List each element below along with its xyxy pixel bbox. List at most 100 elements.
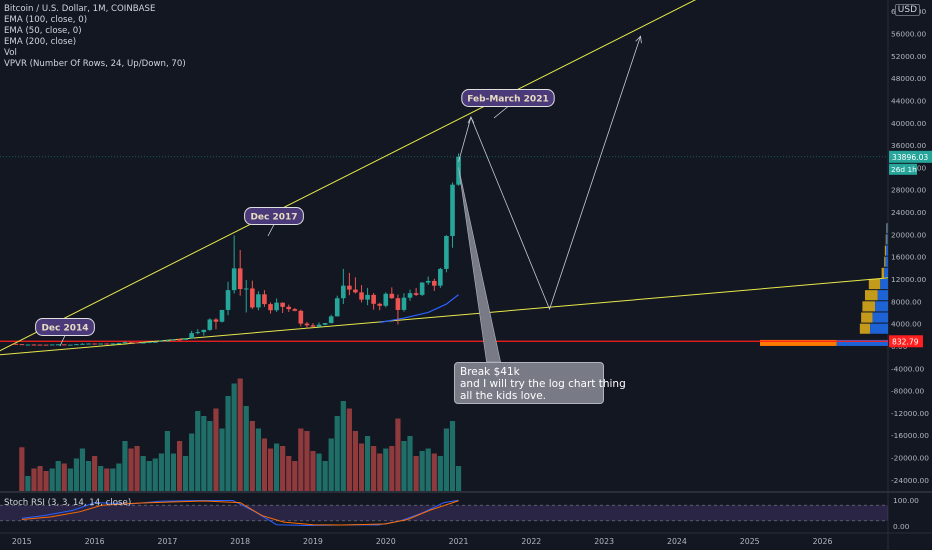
volume-bars — [19, 378, 462, 491]
candle — [213, 318, 219, 330]
vpvr-row-up — [864, 290, 878, 301]
candle-body — [122, 342, 128, 344]
volume-bar — [334, 416, 340, 491]
vpvr-row-up — [885, 234, 887, 245]
candle — [341, 268, 346, 305]
candle-body — [334, 298, 340, 317]
volume-bar — [152, 458, 158, 491]
candle-body — [159, 340, 164, 342]
candle-body — [140, 342, 146, 344]
symbol-title[interactable]: Bitcoin / U.S. Dollar, 1M, COINBASE — [4, 4, 156, 14]
trendline-lower — [0, 277, 889, 356]
callout-box — [461, 89, 555, 107]
price-tick-label: 56000.00 — [891, 29, 927, 38]
vpvr-row-up — [868, 278, 881, 290]
volume-bar — [213, 408, 219, 491]
price-tick-label: -24000.00 — [891, 476, 929, 485]
candle-body — [310, 325, 316, 327]
stoch-tick-label: 100.00 — [893, 496, 919, 505]
price-tick-label: -16000.00 — [891, 431, 929, 440]
price-tick-label: 44000.00 — [891, 96, 927, 105]
candle — [13, 343, 19, 345]
price-tick-label: 36000.00 — [891, 141, 927, 150]
indicator-ema50[interactable]: EMA (50, close, 0) — [4, 26, 82, 36]
candle-body — [116, 342, 122, 344]
volume-bar — [273, 443, 280, 491]
callout-pointer — [267, 224, 275, 237]
year-tick-label: 2023 — [594, 537, 614, 546]
candle-body — [298, 310, 304, 324]
candle — [231, 235, 237, 294]
note-callout[interactable]: Break $41k and I will try the log chart … — [454, 362, 626, 404]
candle-body — [68, 344, 73, 346]
countdown-badge — [889, 163, 917, 175]
candle — [25, 344, 31, 346]
candle — [116, 342, 122, 344]
candle — [171, 339, 176, 341]
candle-body — [213, 319, 219, 322]
indicator-vol[interactable]: Vol — [4, 48, 17, 58]
candle — [31, 344, 37, 346]
currency-button[interactable]: USD — [894, 4, 920, 16]
stoch-band — [0, 505, 888, 521]
volume-bar — [110, 468, 116, 491]
candle — [413, 287, 419, 296]
candle — [316, 322, 322, 327]
candle-body — [13, 343, 19, 345]
volume-bar — [316, 453, 322, 491]
candle-body — [189, 333, 194, 339]
candle — [104, 343, 110, 345]
volume-bar — [25, 476, 31, 491]
volume-bar — [292, 461, 298, 491]
candle-body — [316, 324, 322, 327]
candle-body — [353, 289, 358, 293]
volume-bar — [383, 448, 389, 491]
callout-feb-march-2021: Feb-March 2021 — [461, 89, 555, 119]
volume-bar — [61, 463, 67, 491]
candle — [80, 343, 85, 345]
year-tick-label: 2020 — [376, 537, 396, 546]
callout-box — [35, 318, 95, 336]
volume-bar — [261, 438, 268, 491]
candle — [128, 342, 134, 344]
volume-bar — [195, 411, 201, 491]
stoch-rsi-label[interactable]: Stoch RSI (3, 3, 14, 14, close) — [4, 498, 132, 508]
candle — [268, 302, 273, 314]
year-tick-label: 2018 — [230, 537, 250, 546]
volume-bar — [201, 416, 207, 491]
candle-body — [201, 329, 207, 333]
volume-bar — [443, 428, 450, 491]
volume-bar — [455, 466, 462, 491]
candle-body — [231, 268, 237, 291]
candle-body — [86, 343, 91, 345]
price-tick-label: -12000.00 — [891, 409, 929, 418]
candle — [37, 344, 43, 346]
candle-body — [80, 343, 85, 345]
year-tick-label: 2016 — [85, 537, 105, 546]
indicator-ema200[interactable]: EMA (200, close) — [4, 37, 77, 47]
candle-body — [274, 302, 279, 311]
volume-bar — [328, 438, 334, 491]
candle — [177, 338, 182, 341]
volume-bar — [364, 436, 371, 491]
indicator-ema100[interactable]: EMA (100, close, 0) — [4, 15, 88, 25]
candle-body — [347, 285, 352, 290]
vpvr-row-up — [859, 323, 871, 334]
volume-bar — [280, 446, 286, 491]
candle — [140, 342, 146, 344]
candle-body — [432, 280, 437, 286]
indicator-vpvr[interactable]: VPVR (Number Of Rows, 24, Up/Down, 70) — [4, 59, 186, 69]
price-tick-label: 12000.00 — [891, 275, 927, 284]
volume-bar — [225, 396, 231, 491]
candle — [61, 344, 67, 346]
candle — [110, 343, 116, 345]
vpvr-row-down — [886, 223, 888, 234]
candle — [371, 292, 376, 310]
candle-body — [438, 268, 443, 286]
candle-body — [425, 280, 431, 283]
candle — [347, 272, 352, 296]
current-price-badge — [889, 150, 932, 163]
candle — [450, 182, 455, 248]
